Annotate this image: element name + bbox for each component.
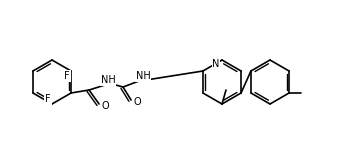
- Text: F: F: [64, 71, 70, 81]
- Text: NH: NH: [136, 71, 151, 81]
- Text: O: O: [101, 101, 109, 111]
- Text: N: N: [212, 59, 220, 69]
- Text: O: O: [133, 97, 141, 107]
- Text: F: F: [45, 94, 51, 104]
- Text: NH: NH: [101, 75, 116, 85]
